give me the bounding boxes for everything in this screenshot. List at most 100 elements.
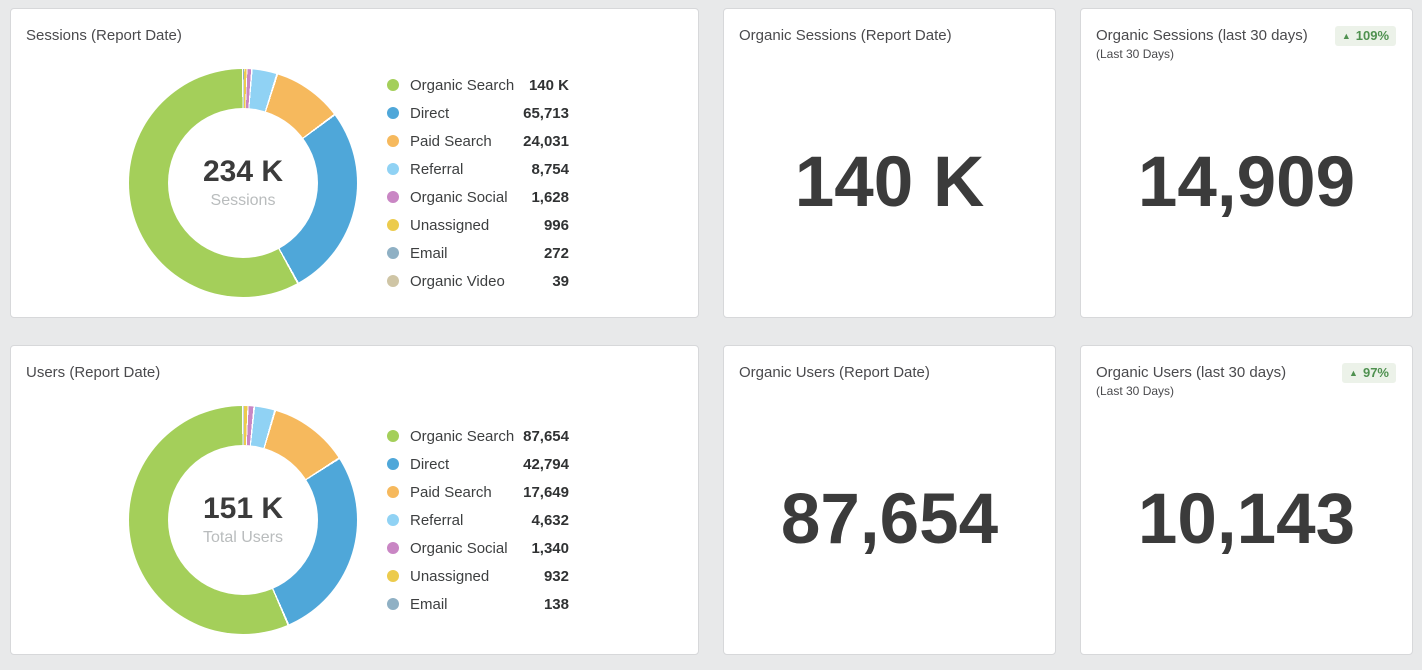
donut-center-value: 234 K bbox=[202, 155, 284, 188]
legend-label: Organic Social bbox=[410, 188, 508, 206]
card-organic-users-30d[interactable]: Organic Users (last 30 days) (Last 30 Da… bbox=[1080, 345, 1413, 655]
metric-area: 140 K bbox=[724, 49, 1055, 317]
donut-hole: 234 K Sessions bbox=[168, 108, 318, 258]
legend-value: 87,654 bbox=[523, 427, 569, 445]
legend-color-dot bbox=[387, 542, 399, 554]
legend-item-direct[interactable]: Direct 65,713 bbox=[387, 99, 569, 127]
legend-value: 8,754 bbox=[531, 160, 569, 178]
dashboard-row-1: Sessions (Report Date) 234 K Sessions Or… bbox=[10, 8, 1413, 318]
delta-value: 97% bbox=[1362, 365, 1389, 380]
legend-label: Paid Search bbox=[410, 483, 492, 501]
donut-center-value: 151 K bbox=[202, 492, 284, 525]
legend-label: Unassigned bbox=[410, 216, 490, 234]
card-title: Organic Sessions (last 30 days) bbox=[1096, 27, 1308, 44]
legend-label: Organic Video bbox=[410, 272, 505, 290]
legend-item-unassigned[interactable]: Unassigned 996 bbox=[387, 211, 569, 239]
legend-value: 17,649 bbox=[523, 483, 569, 501]
card-organic-sessions[interactable]: Organic Sessions (Report Date) 140 K bbox=[723, 8, 1056, 318]
users-donut-chart[interactable]: 151 K Total Users bbox=[129, 406, 357, 634]
legend-item-organic-video[interactable]: Organic Video 39 bbox=[387, 267, 569, 295]
metric-value: 87,654 bbox=[780, 480, 999, 559]
legend-item-email[interactable]: Email 138 bbox=[387, 590, 569, 618]
legend-item-email[interactable]: Email 272 bbox=[387, 239, 569, 267]
legend-color-dot bbox=[387, 247, 399, 259]
metric-area: 87,654 bbox=[724, 386, 1055, 654]
legend-label: Direct bbox=[410, 455, 450, 473]
chart-legend: Organic Search 87,654 Direct 42,794 Paid Sea… bbox=[387, 422, 569, 618]
card-title: Organic Users (Report Date) bbox=[739, 364, 930, 381]
donut-chart-area: 151 K Total Users Organic Search 87,654 Di… bbox=[129, 391, 682, 649]
card-subtitle: (Last 30 Days) bbox=[1096, 384, 1175, 398]
delta-badge: ▲ 109% bbox=[1334, 26, 1396, 46]
legend-color-dot bbox=[387, 191, 399, 203]
legend-value: 39 bbox=[552, 272, 569, 290]
card-title: Sessions (Report Date) bbox=[26, 27, 182, 44]
legend-color-dot bbox=[387, 458, 399, 470]
legend-color-dot bbox=[387, 514, 399, 526]
legend-value: 65,713 bbox=[523, 104, 569, 122]
card-title: Organic Users (last 30 days) bbox=[1096, 364, 1287, 381]
card-subtitle: (Last 30 Days) bbox=[1096, 47, 1175, 61]
legend-value: 1,340 bbox=[531, 539, 569, 557]
legend-color-dot bbox=[387, 135, 399, 147]
legend-item-direct[interactable]: Direct 42,794 bbox=[387, 450, 569, 478]
legend-value: 1,628 bbox=[531, 188, 569, 206]
card-organic-users[interactable]: Organic Users (Report Date) 87,654 bbox=[723, 345, 1056, 655]
legend-item-paid-search[interactable]: Paid Search 17,649 bbox=[387, 478, 569, 506]
metric-area: 10,143 bbox=[1081, 386, 1412, 654]
metric-value: 10,143 bbox=[1137, 480, 1356, 559]
legend-label: Email bbox=[410, 595, 448, 613]
legend-color-dot bbox=[387, 570, 399, 582]
legend-color-dot bbox=[387, 598, 399, 610]
legend-item-paid-search[interactable]: Paid Search 24,031 bbox=[387, 127, 569, 155]
legend-color-dot bbox=[387, 79, 399, 91]
legend-color-dot bbox=[387, 107, 399, 119]
legend-label: Referral bbox=[410, 511, 464, 529]
legend-item-organic-social[interactable]: Organic Social 1,340 bbox=[387, 534, 569, 562]
card-title: Organic Sessions (Report Date) bbox=[739, 27, 952, 44]
legend-value: 138 bbox=[543, 595, 569, 613]
metric-value: 14,909 bbox=[1137, 143, 1356, 222]
legend-label: Organic Search bbox=[410, 76, 515, 94]
legend-item-organic-social[interactable]: Organic Social 1,628 bbox=[387, 183, 569, 211]
legend-color-dot bbox=[387, 163, 399, 175]
legend-value: 272 bbox=[543, 244, 569, 262]
donut-chart-area: 234 K Sessions Organic Search 140 K Direct… bbox=[129, 54, 682, 312]
metric-area: 14,909 bbox=[1081, 49, 1412, 317]
dashboard-row-2: Users (Report Date) 151 K Total Users Or… bbox=[10, 345, 1413, 655]
legend-label: Direct bbox=[410, 104, 450, 122]
card-users-donut[interactable]: Users (Report Date) 151 K Total Users Or… bbox=[10, 345, 699, 655]
donut-center-label: Total Users bbox=[202, 529, 284, 546]
legend-item-organic-search[interactable]: Organic Search 87,654 bbox=[387, 422, 569, 450]
legend-color-dot bbox=[387, 275, 399, 287]
legend-label: Unassigned bbox=[410, 567, 490, 585]
legend-value: 42,794 bbox=[523, 455, 569, 473]
legend-color-dot bbox=[387, 219, 399, 231]
donut-center-label: Sessions bbox=[210, 192, 276, 209]
card-title: Users (Report Date) bbox=[26, 364, 161, 381]
card-organic-sessions-30d[interactable]: Organic Sessions (last 30 days) (Last 30… bbox=[1080, 8, 1413, 318]
legend-item-unassigned[interactable]: Unassigned 932 bbox=[387, 562, 569, 590]
card-sessions-donut[interactable]: Sessions (Report Date) 234 K Sessions Or… bbox=[10, 8, 699, 318]
sessions-donut-chart[interactable]: 234 K Sessions bbox=[129, 69, 357, 297]
legend-label: Referral bbox=[410, 160, 464, 178]
legend-color-dot bbox=[387, 430, 399, 442]
legend-value: 4,632 bbox=[531, 511, 569, 529]
legend-item-organic-search[interactable]: Organic Search 140 K bbox=[387, 71, 569, 99]
legend-value: 932 bbox=[543, 567, 569, 585]
legend-label: Organic Search bbox=[410, 427, 515, 445]
legend-color-dot bbox=[387, 486, 399, 498]
legend-label: Email bbox=[410, 244, 448, 262]
legend-item-referral[interactable]: Referral 8,754 bbox=[387, 155, 569, 183]
legend-value: 24,031 bbox=[523, 132, 569, 150]
delta-badge: ▲ 97% bbox=[1342, 363, 1396, 383]
delta-value: 109% bbox=[1355, 28, 1389, 43]
legend-value: 140 K bbox=[528, 76, 569, 94]
legend-label: Organic Social bbox=[410, 539, 508, 557]
metric-value: 140 K bbox=[794, 143, 985, 222]
legend-value: 996 bbox=[543, 216, 569, 234]
chart-legend: Organic Search 140 K Direct 65,713 Paid Sear… bbox=[387, 71, 569, 295]
legend-item-referral[interactable]: Referral 4,632 bbox=[387, 506, 569, 534]
up-arrow-icon: ▲ bbox=[1341, 30, 1351, 41]
donut-hole: 151 K Total Users bbox=[168, 445, 318, 595]
